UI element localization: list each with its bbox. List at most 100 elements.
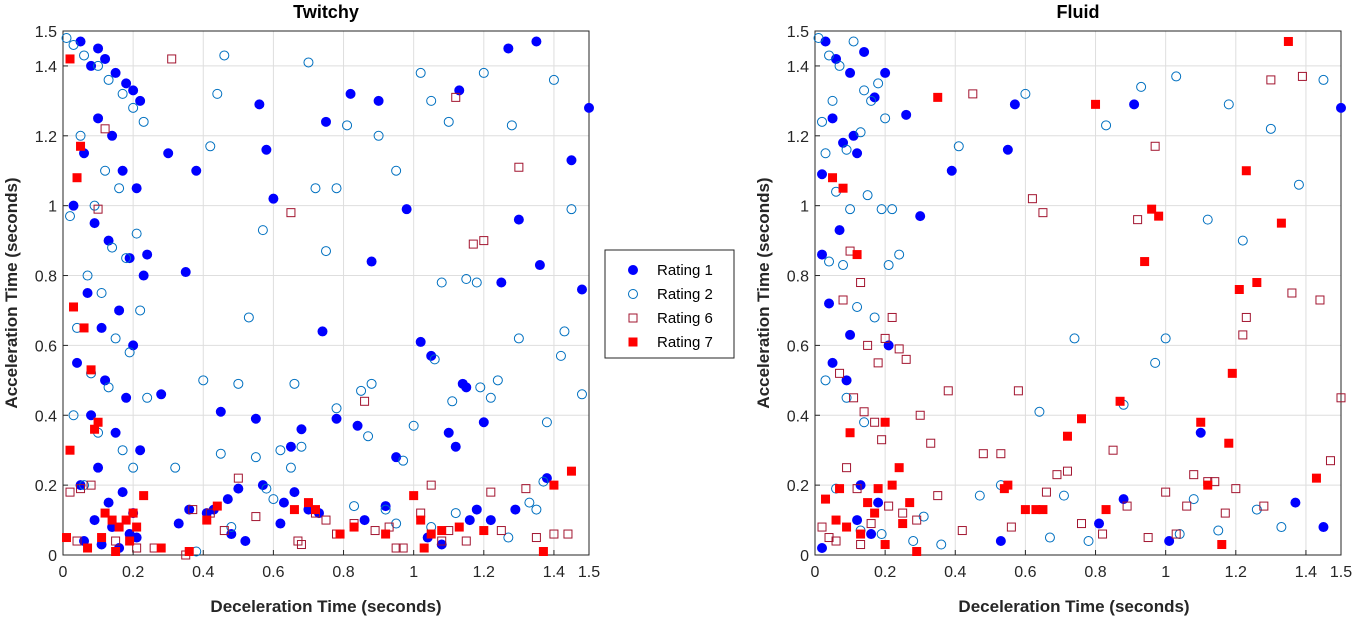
point-rating-7 xyxy=(202,515,212,525)
point-rating-1 xyxy=(873,497,884,508)
point-rating-2 xyxy=(908,536,919,547)
point-rating-1 xyxy=(138,270,149,281)
y-tick-label: 0.6 xyxy=(35,338,57,355)
point-rating-1 xyxy=(261,144,272,155)
point-rating-1 xyxy=(457,378,468,389)
point-rating-6 xyxy=(1241,312,1251,322)
point-rating-2 xyxy=(824,50,835,61)
point-rating-2 xyxy=(243,312,254,323)
point-rating-1 xyxy=(915,211,926,222)
point-rating-6 xyxy=(870,417,880,427)
point-rating-2 xyxy=(820,148,831,159)
point-rating-2 xyxy=(918,511,929,522)
point-rating-2 xyxy=(471,277,482,288)
point-rating-6 xyxy=(496,526,506,536)
point-rating-1 xyxy=(359,515,370,526)
point-rating-1 xyxy=(496,277,507,288)
legend-label-rating-2: Rating 2 xyxy=(657,286,713,303)
point-rating-1 xyxy=(163,148,174,159)
point-rating-1 xyxy=(135,95,146,106)
point-rating-1 xyxy=(817,169,828,180)
grid-twitchy xyxy=(62,30,590,556)
chart-fluid: 0 0.2 0.4 0.6 0.8 1 1.2 1.4 1.5 0 0.2 0.4 0.6 0.8 1 1.2… xyxy=(754,2,1352,616)
point-rating-1 xyxy=(289,487,300,498)
point-rating-7 xyxy=(1234,285,1244,295)
point-rating-2 xyxy=(541,417,552,428)
point-rating-2 xyxy=(303,57,314,68)
point-rating-7 xyxy=(894,463,904,473)
point-rating-6 xyxy=(1052,470,1062,480)
point-rating-1 xyxy=(173,518,184,529)
point-rating-1 xyxy=(1094,518,1105,529)
point-rating-2 xyxy=(363,431,374,442)
point-rating-2 xyxy=(506,120,517,131)
y-tick-label: 1 xyxy=(800,199,809,216)
point-rating-2 xyxy=(103,74,114,85)
point-rating-6 xyxy=(835,368,845,378)
point-rating-2 xyxy=(257,225,268,236)
point-rating-6 xyxy=(1325,456,1335,466)
point-rating-7 xyxy=(1154,211,1164,221)
point-rating-2 xyxy=(268,494,279,505)
point-rating-2 xyxy=(398,455,409,466)
legend-marker-rating-2 xyxy=(628,289,638,299)
point-rating-2 xyxy=(250,452,261,463)
point-rating-1 xyxy=(72,357,83,368)
point-rating-2 xyxy=(450,508,461,519)
point-rating-2 xyxy=(131,228,142,239)
point-rating-6 xyxy=(167,54,177,64)
point-rating-2 xyxy=(1136,81,1147,92)
point-rating-1 xyxy=(285,441,296,452)
point-rating-2 xyxy=(1044,532,1055,543)
point-rating-1 xyxy=(566,155,577,166)
point-rating-2 xyxy=(559,326,570,337)
point-rating-6 xyxy=(978,449,988,459)
point-rating-1 xyxy=(86,60,97,71)
x-tick-label: 0.8 xyxy=(332,564,354,581)
point-rating-2 xyxy=(461,274,472,285)
point-rating-7 xyxy=(1020,505,1030,515)
point-rating-6 xyxy=(563,529,573,539)
x-axis-label-twitchy: Deceleration Time (seconds) xyxy=(210,597,441,616)
point-rating-6 xyxy=(521,484,531,494)
point-rating-7 xyxy=(566,466,576,476)
x-tick-label: 0.2 xyxy=(874,564,896,581)
point-rating-2 xyxy=(894,249,905,260)
point-rating-2 xyxy=(852,301,863,312)
point-rating-2 xyxy=(1237,235,1248,246)
y-tick-label: 1.2 xyxy=(35,129,57,146)
point-rating-6 xyxy=(1220,508,1230,518)
point-rating-1 xyxy=(296,424,307,435)
plot-area-fluid xyxy=(814,30,1342,556)
point-rating-7 xyxy=(1311,473,1321,483)
point-rating-2 xyxy=(366,378,377,389)
x-tick-label: 0.6 xyxy=(262,564,284,581)
point-rating-2 xyxy=(862,190,873,201)
point-rating-7 xyxy=(1115,396,1125,406)
x-tick-label: 1.4 xyxy=(543,564,565,581)
point-rating-1 xyxy=(93,462,104,473)
point-rating-1 xyxy=(1336,102,1346,113)
point-rating-7 xyxy=(905,498,915,508)
point-rating-6 xyxy=(898,508,908,518)
point-rating-1 xyxy=(110,67,121,78)
y-tick-label: 0.8 xyxy=(787,269,809,286)
point-rating-2 xyxy=(936,539,947,550)
point-rating-2 xyxy=(1058,490,1069,501)
point-rating-7 xyxy=(1227,368,1237,378)
point-rating-6 xyxy=(1013,386,1023,396)
y-tick-label: 0.8 xyxy=(35,269,57,286)
point-rating-2 xyxy=(887,204,898,215)
x-tick-label: 1.4 xyxy=(1295,564,1317,581)
point-rating-1 xyxy=(352,420,363,431)
point-rating-6 xyxy=(251,512,261,522)
point-rating-2 xyxy=(138,116,149,127)
point-rating-7 xyxy=(381,529,391,539)
point-rating-7 xyxy=(437,526,447,536)
point-rating-1 xyxy=(114,305,125,316)
point-rating-6 xyxy=(461,536,471,546)
point-rating-7 xyxy=(1217,540,1227,550)
point-rating-6 xyxy=(370,526,380,536)
point-rating-7 xyxy=(549,480,559,490)
chart-twitchy: 0 0.2 0.4 0.6 0.8 1 1.2 1.4 1.5 0 0.2 0.4 0.6 0.8 1 1.2… xyxy=(2,2,600,616)
